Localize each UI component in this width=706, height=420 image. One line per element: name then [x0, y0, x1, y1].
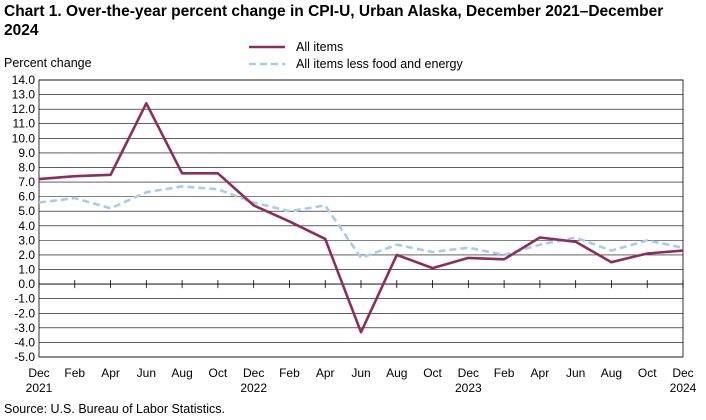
x-tick-year: 2022: [240, 381, 267, 395]
y-tick-label: 7.0: [18, 175, 35, 189]
y-tick-label: -3.0: [14, 321, 35, 335]
legend-label: All items less food and energy: [296, 57, 464, 71]
plot-border: [38, 79, 684, 358]
x-tick-label: Jun: [566, 366, 585, 380]
y-tick-label: 1.0: [18, 263, 35, 277]
x-tick-label: Oct: [638, 366, 657, 380]
axes: [38, 79, 684, 358]
x-tick-year: 2021: [26, 381, 53, 395]
x-tick-label: Jun: [137, 366, 156, 380]
y-tick-label: 4.0: [18, 219, 35, 233]
y-tick-label: 2.0: [18, 248, 35, 262]
x-tick-label: Aug: [601, 366, 622, 380]
x-tick-label: Oct: [209, 366, 228, 380]
series-lines: [38, 102, 684, 334]
y-tick-label: 6.0: [18, 190, 35, 204]
y-tick-label: 13.0: [12, 88, 36, 102]
y-tick-label: -4.0: [14, 335, 35, 349]
legend: All items All items less food and energy: [249, 40, 464, 71]
y-axis-label: Percent change: [4, 56, 92, 70]
y-tick-label: 14.0: [12, 73, 36, 87]
y-tick-label: 9.0: [18, 146, 35, 160]
x-tick-label: Feb: [64, 366, 85, 380]
x-tick-label: Feb: [279, 366, 300, 380]
x-tick-label: Apr: [101, 366, 120, 380]
y-tick-label: 8.0: [18, 160, 35, 174]
x-tick-label: Aug: [171, 366, 192, 380]
x-tick-label: Dec: [28, 366, 49, 380]
line-chart: -5.0-4.0-3.0-2.0-1.00.01.02.03.04.05.06.…: [4, 40, 697, 395]
x-tick-label: Oct: [423, 366, 442, 380]
chart-title: Chart 1. Over-the-year percent change in…: [4, 3, 664, 39]
y-tick-label: 12.0: [12, 102, 36, 116]
y-tick-label: 5.0: [18, 204, 35, 218]
x-tick-label: Aug: [386, 366, 407, 380]
x-tick-label: Feb: [494, 366, 515, 380]
series-line-1: [38, 102, 684, 334]
x-tick-label: Dec: [458, 366, 479, 380]
x-tick-label: Apr: [531, 366, 550, 380]
series-line-2: [38, 185, 684, 260]
x-tick-label: Apr: [316, 366, 335, 380]
legend-label: All items: [296, 40, 343, 54]
gridlines: [39, 79, 683, 358]
x-tick-year: 2024: [670, 381, 697, 395]
x-tick-year: 2023: [455, 381, 482, 395]
x-tick-label: Dec: [243, 366, 264, 380]
y-tick-label: 3.0: [18, 233, 35, 247]
x-tick-label: Jun: [351, 366, 370, 380]
y-tick-label: 0.0: [18, 277, 35, 291]
y-tick-label: -2.0: [14, 306, 35, 320]
y-tick-labels: -5.0-4.0-3.0-2.0-1.00.01.02.03.04.05.06.…: [12, 73, 36, 364]
x-tick-label: Dec: [672, 366, 693, 380]
y-tick-label: -1.0: [14, 292, 35, 306]
y-tick-label: 10.0: [12, 131, 36, 145]
source-note: Source: U.S. Bureau of Labor Statistics.: [4, 402, 225, 416]
y-tick-label: -5.0: [14, 350, 35, 364]
y-tick-label: 11.0: [13, 117, 36, 131]
